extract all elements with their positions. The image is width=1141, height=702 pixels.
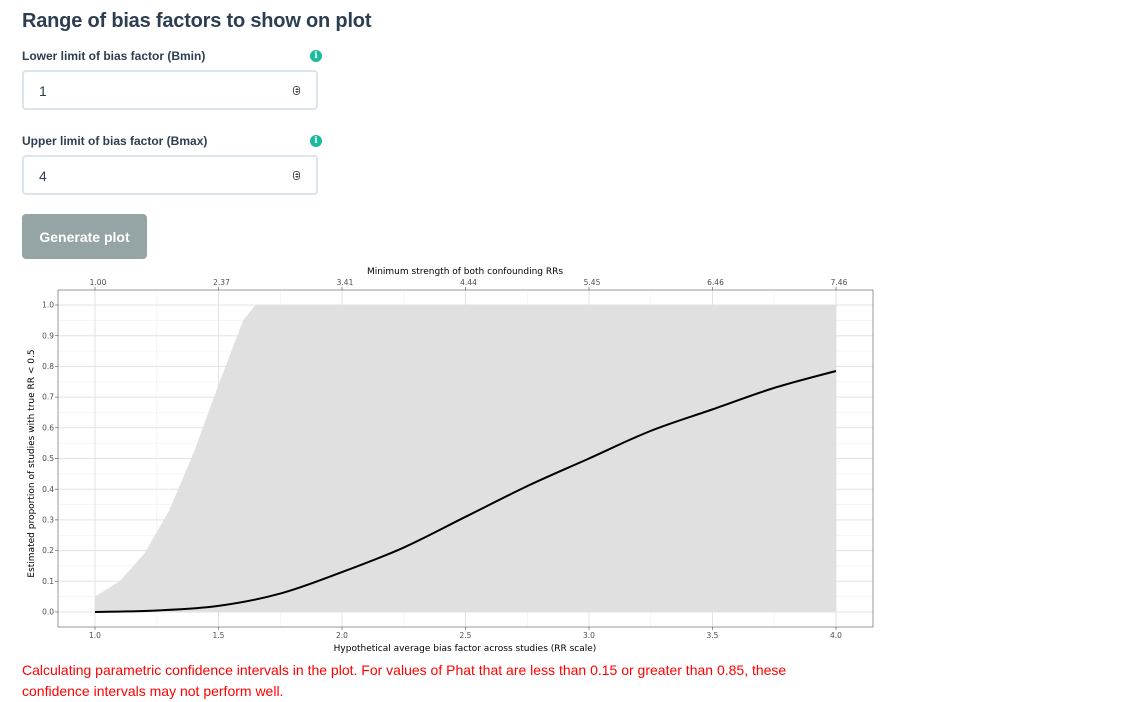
series-line: [94, 370, 837, 613]
info-icon[interactable]: i: [310, 50, 322, 62]
ci-warning-message: Calculating parametric confidence interv…: [22, 662, 787, 699]
x-tick-label: 1.5: [213, 631, 225, 640]
bias-factor-plot: 1.0 1.5 2.0 2.5 3.0 3.5 4.0 0.0 0.1 0.2 0.3 0.4 0.5…: [27, 267, 874, 654]
section-title: Range of bias factors to show on plot: [22, 10, 372, 32]
number-spinner-icon[interactable]: [293, 86, 300, 95]
top-tick-label: 4.44: [460, 278, 477, 287]
lower-limit-value[interactable]: 1: [39, 83, 47, 99]
top-tick-label: 6.46: [707, 278, 724, 287]
x-tick-label: 1.0: [89, 631, 101, 640]
y-tick-label: 0.3: [42, 516, 54, 525]
y-axis: 0.0 0.1 0.2 0.3 0.4 0.5 0.6 0.7 0.8 0.9 1.0: [42, 301, 58, 617]
y-tick-label: 0.2: [42, 546, 54, 555]
x-tick-label: 2.0: [336, 631, 348, 640]
x-tick-label: 2.5: [460, 631, 472, 640]
x-tick-label: 3.5: [707, 631, 719, 640]
x-axis-title: Hypothetical average bias factor across …: [334, 644, 597, 654]
y-tick-label: 0.5: [42, 454, 54, 463]
top-tick-label: 3.41: [337, 278, 354, 287]
y-tick-label: 0.0: [42, 608, 54, 617]
y-tick-label: 0.1: [42, 577, 54, 586]
lower-limit-input[interactable]: 1: [22, 70, 318, 110]
x-axis: 1.0 1.5 2.0 2.5 3.0 3.5 4.0: [89, 627, 842, 640]
top-tick-label: 5.45: [584, 278, 601, 287]
generate-plot-button[interactable]: Generate plot: [22, 214, 147, 259]
top-tick-label: 7.46: [831, 278, 848, 287]
top-tick-label: 2.37: [213, 278, 230, 287]
upper-limit-input[interactable]: 4: [22, 155, 318, 195]
y-tick-label: 0.4: [42, 485, 54, 494]
x-tick-label: 3.0: [583, 631, 595, 640]
upper-limit-label: Upper limit of bias factor (Bmax): [22, 134, 208, 148]
number-spinner-icon[interactable]: [293, 171, 300, 180]
y-tick-label: 0.8: [42, 362, 54, 371]
top-tick-label: 1.00: [90, 278, 107, 287]
top-axis: 1.00 2.37 3.41 4.44 5.45 6.46 7.46: [90, 278, 848, 290]
y-tick-label: 0.7: [42, 393, 54, 402]
upper-limit-value[interactable]: 4: [39, 168, 47, 184]
top-axis-title: Minimum strength of both confounding RRs: [367, 267, 563, 277]
y-axis-title: Estimated proportion of studies with tru…: [27, 349, 37, 577]
y-tick-label: 0.9: [42, 331, 54, 340]
y-tick-label: 0.6: [42, 423, 54, 432]
confidence-band: [95, 305, 836, 612]
x-tick-label: 4.0: [830, 631, 842, 640]
y-tick-label: 1.0: [42, 301, 54, 310]
lower-limit-label: Lower limit of bias factor (Bmin): [22, 49, 206, 63]
info-icon[interactable]: i: [310, 135, 322, 147]
